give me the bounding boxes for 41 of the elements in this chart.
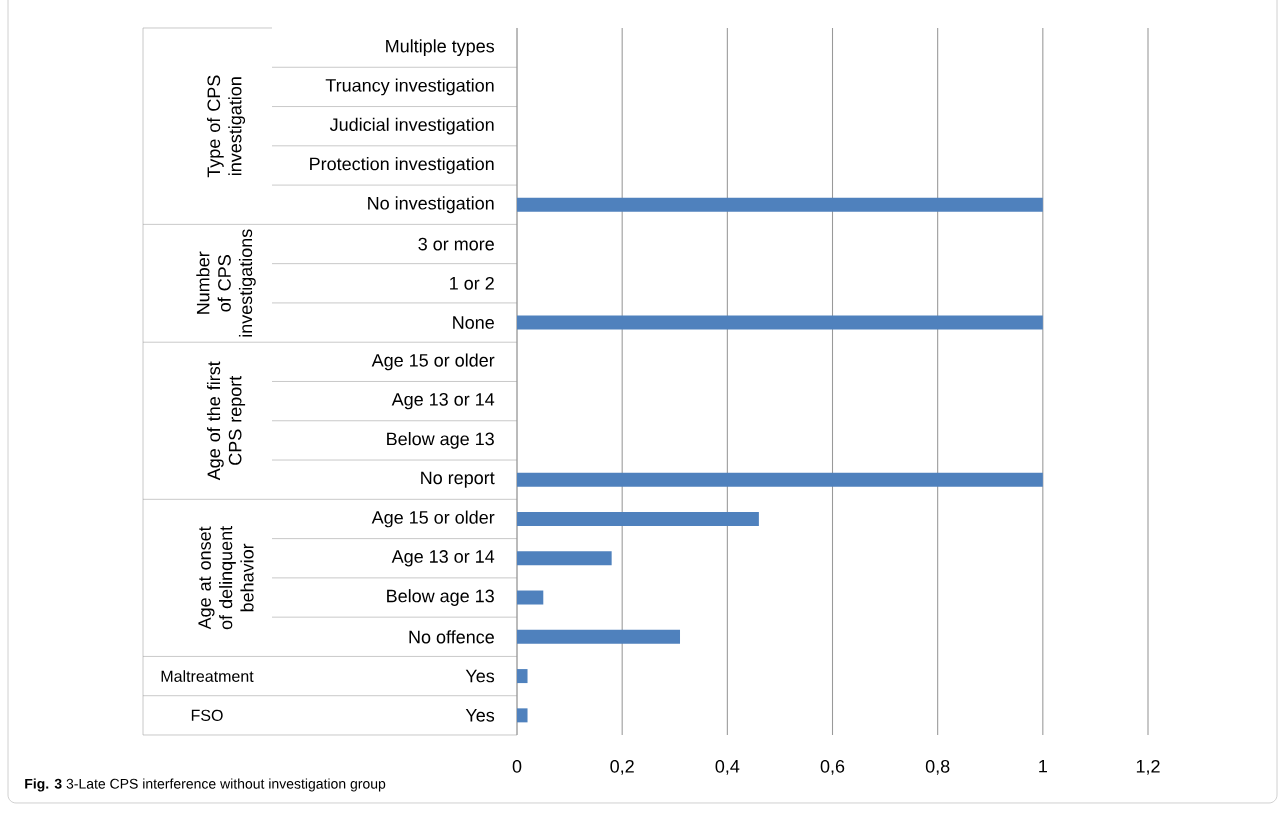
x-tick-label: 1,2: [1136, 759, 1160, 775]
text: Fig. 3 3-Late CPS interference without investigation group: [25, 778, 386, 792]
y-tick-label: Truancy investigation: [325, 78, 494, 96]
text: Number of CPS investigations: [196, 229, 256, 337]
y-tick-label: Age 13 or 14: [391, 550, 495, 567]
y-tick-label: Protection investigation: [310, 157, 494, 174]
y-tick-label: Below age 13: [387, 432, 494, 449]
y-tick-label: Age 13 or 14: [391, 392, 495, 410]
text: Maltreatment: [161, 670, 254, 682]
y-tick-label: None: [453, 316, 494, 329]
bar: [517, 551, 612, 566]
y-tick-label: Multiple types: [386, 39, 495, 57]
y-tick-label: Below age 13: [387, 589, 494, 606]
text: FSO: [191, 709, 223, 721]
y-tick-label: Age 15 or older: [371, 510, 495, 528]
bar: [517, 669, 528, 684]
x-tick-label: 0: [512, 759, 522, 773]
bar: [517, 511, 759, 526]
y-tick-label: Age 15 or older: [371, 353, 495, 371]
x-tick-label: 0,8: [925, 759, 950, 775]
text: Age of the first CPS report: [206, 361, 246, 481]
y-tick-label: Yes: [465, 669, 495, 683]
x-tick-label: 1: [1039, 759, 1047, 773]
x-tick-label: 0,4: [715, 759, 740, 775]
y-tick-label: Judicial investigation: [329, 117, 494, 135]
x-tick-label: 0,2: [610, 759, 634, 775]
x-tick-label: 0,6: [820, 759, 845, 775]
y-tick-label: Yes: [465, 709, 495, 722]
text: Age at onset of delinquent behavior: [198, 526, 254, 630]
y-tick-label: No offence: [409, 630, 494, 644]
y-tick-label: No report: [421, 471, 495, 488]
text: Type of CPS investigation: [206, 75, 246, 178]
y-tick-label: 3 or more: [418, 237, 494, 251]
y-tick-label: 1 or 2: [450, 276, 494, 290]
bar: [517, 629, 681, 644]
y-tick-label: No investigation: [368, 196, 494, 214]
bar: [517, 197, 1043, 212]
bar: [517, 315, 1043, 330]
bar: [517, 590, 544, 605]
bar: [517, 708, 528, 723]
bar: [517, 472, 1043, 487]
